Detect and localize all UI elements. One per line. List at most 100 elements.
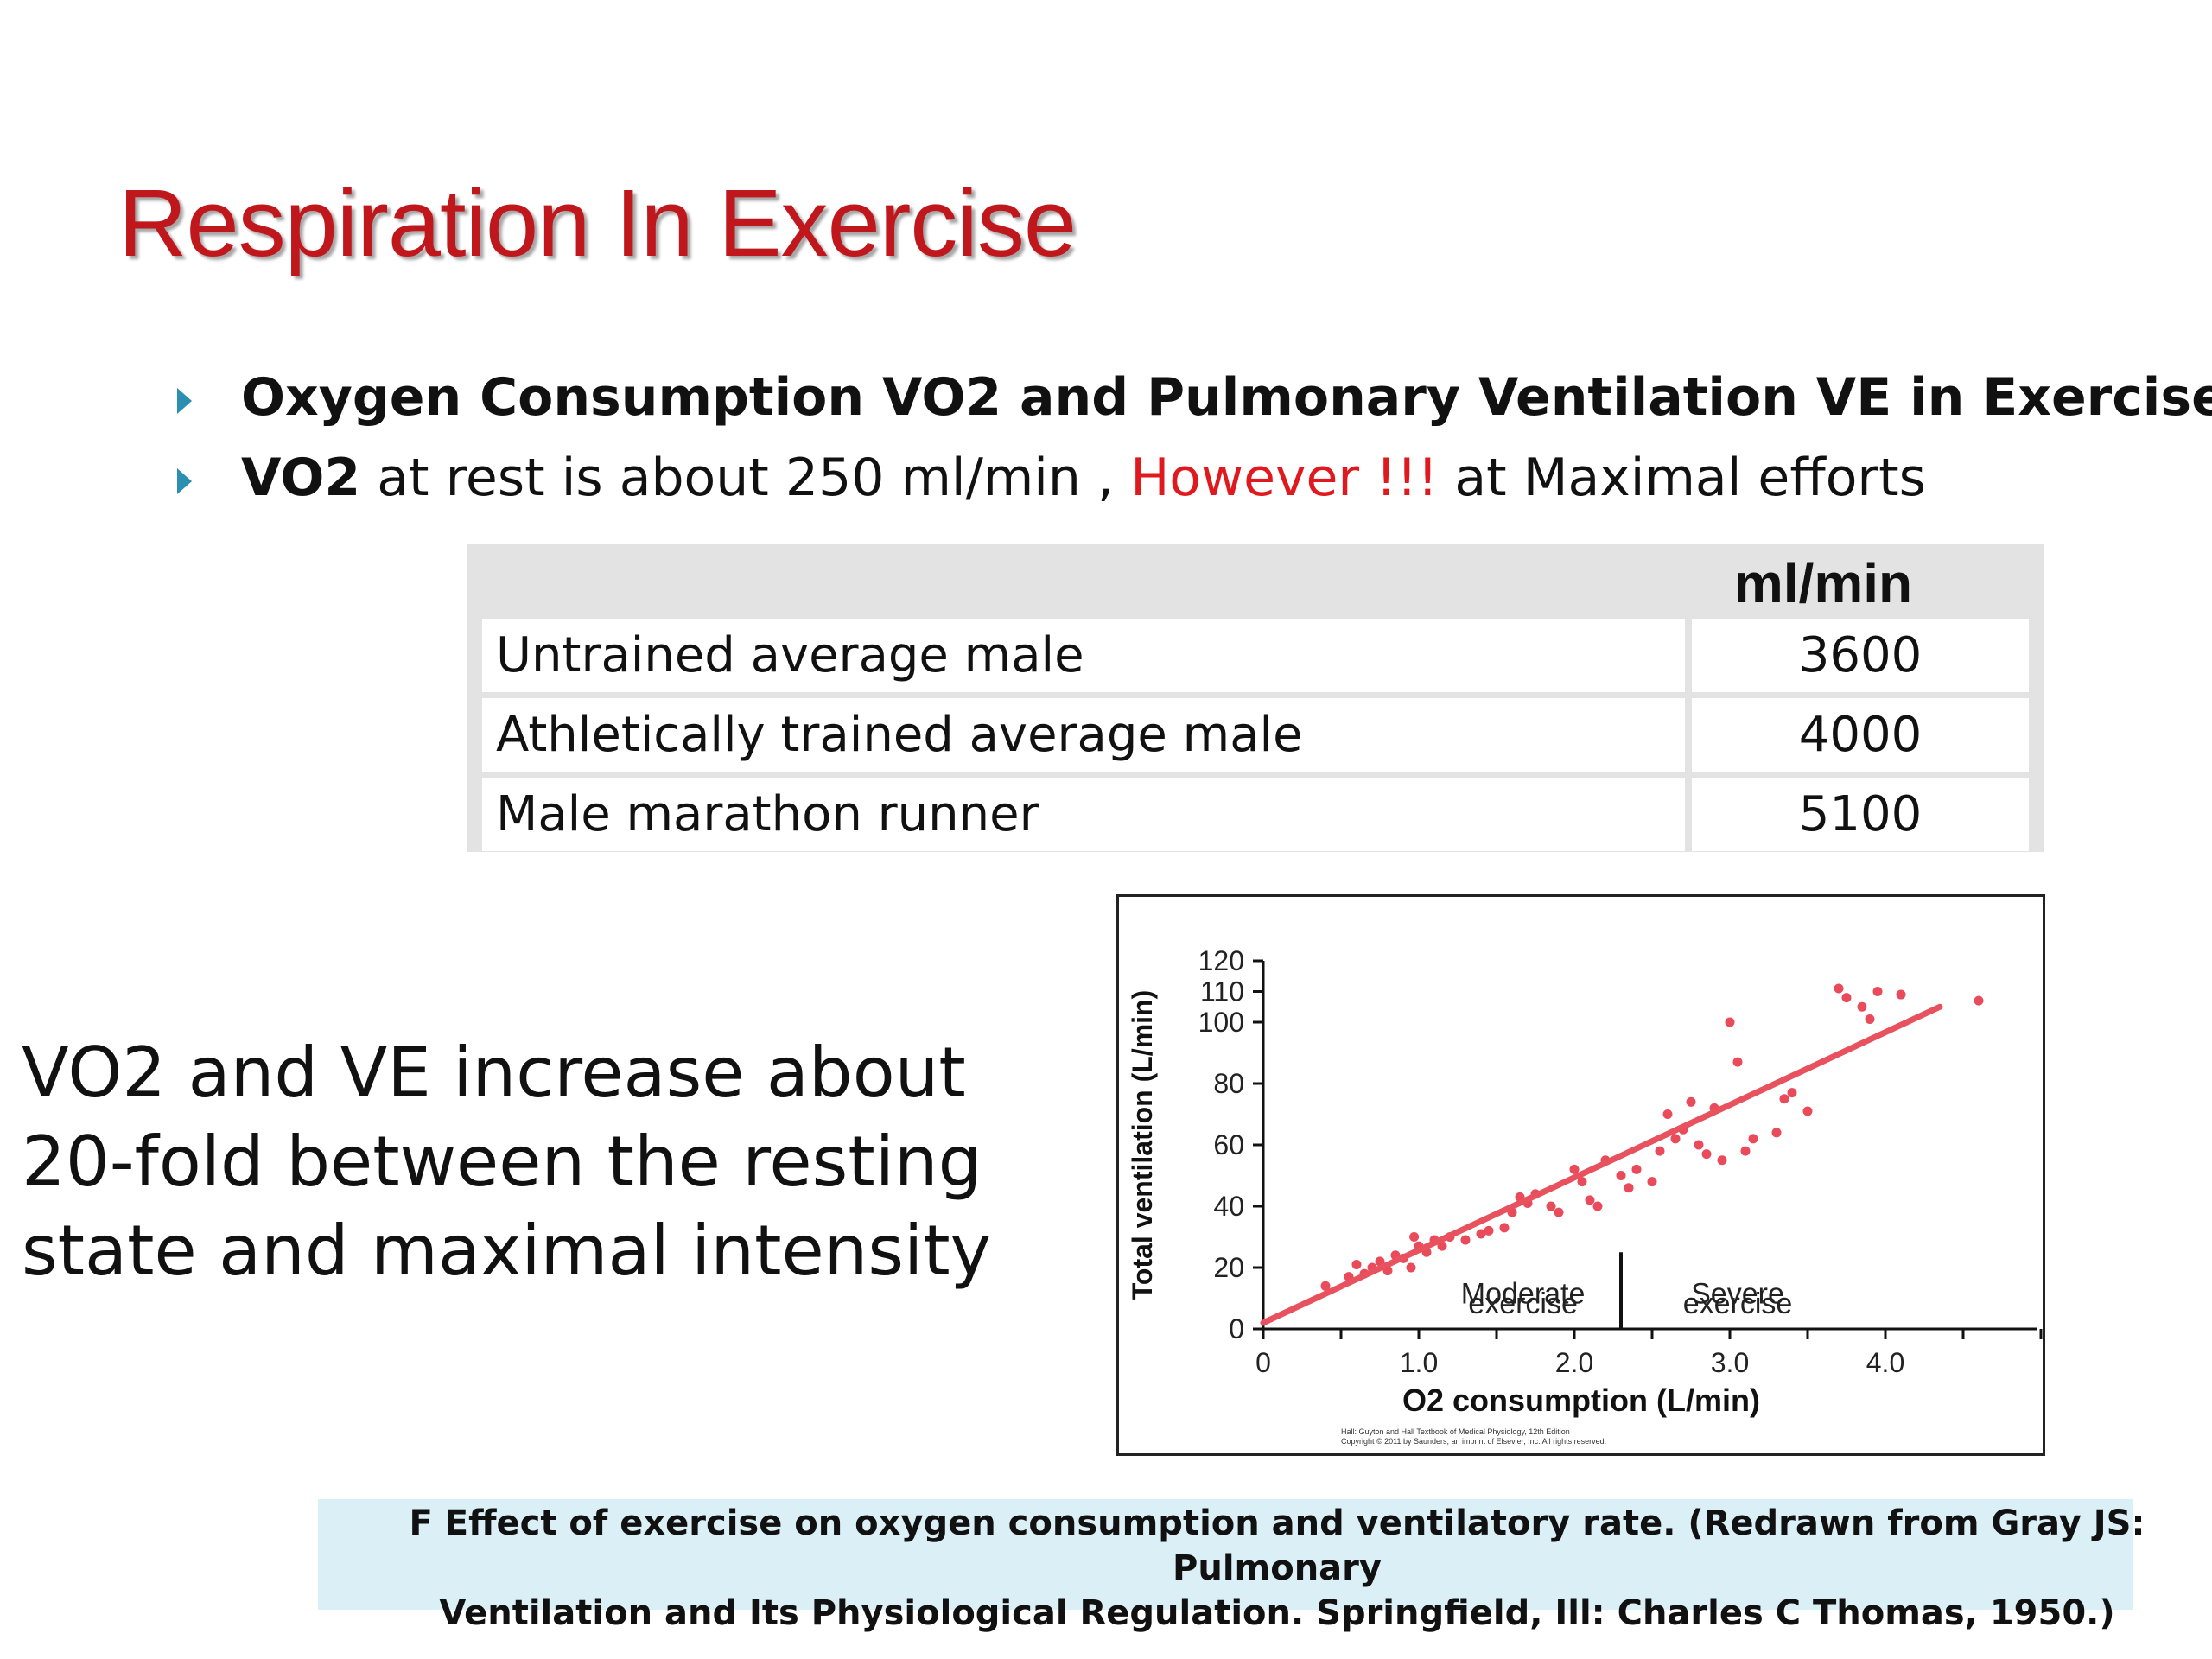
summary-line-1: VO2 and VE increase about xyxy=(22,1028,991,1117)
table-cell-label: Athletically trained average male xyxy=(482,698,1685,772)
trend-line xyxy=(1260,1003,1943,1326)
data-point xyxy=(1351,1259,1362,1269)
summary-text: VO2 and VE increase about 20-fold betwee… xyxy=(22,1028,991,1295)
data-point xyxy=(1592,1201,1603,1211)
data-point xyxy=(1732,1057,1743,1067)
table-row: Male marathon runner 5100 xyxy=(482,778,2029,851)
ve-term: VE xyxy=(340,1033,431,1113)
bullet-suffix-text: at Maximal efforts xyxy=(1438,448,1926,508)
x-tick-label: 3.0 xyxy=(1711,1347,1749,1378)
data-point xyxy=(1670,1134,1681,1144)
slide-title: Respiration In Exercise xyxy=(118,170,1077,276)
data-point xyxy=(1546,1201,1556,1211)
summary-connector: and xyxy=(166,1033,340,1113)
x-tick-label: 2.0 xyxy=(1555,1347,1593,1378)
y-axis-label: Total ventilation (L/min) xyxy=(1127,990,1158,1300)
vo2-term: VO2 xyxy=(22,1033,167,1113)
data-point xyxy=(1484,1225,1494,1236)
data-point xyxy=(1740,1146,1751,1156)
table-row: Untrained average male 3600 xyxy=(482,619,2029,692)
bullet-text: VO2 at rest is about 250 ml/min , Howeve… xyxy=(241,448,1926,508)
data-point xyxy=(1437,1241,1447,1251)
y-tick-label: 110 xyxy=(1200,976,1244,1007)
data-point xyxy=(1624,1183,1634,1193)
data-point xyxy=(1554,1207,1564,1217)
data-point xyxy=(1717,1155,1727,1166)
ventilation-scatter-chart: 0 20 40 60 80 100 110 120 0 1.0 2.0 3.0 4.0 O2 consu… xyxy=(1116,894,2045,1456)
table-cell-label: Untrained average male xyxy=(482,619,1685,692)
highlight-text: However !!! xyxy=(1130,448,1439,508)
data-point xyxy=(1577,1177,1587,1187)
table-row: Athletically trained average male 4000 xyxy=(482,698,2029,772)
table-cell-value: 3600 xyxy=(1692,619,2029,692)
x-tick-label: 0 xyxy=(1255,1347,1271,1378)
table-cell-value: 4000 xyxy=(1692,698,2029,772)
data-point xyxy=(1655,1146,1665,1156)
data-point xyxy=(1320,1281,1331,1291)
caption-line-1: F Effect of exercise on oxygen consumpti… xyxy=(409,1503,2145,1588)
vo2-label: VO2 xyxy=(241,448,361,508)
data-point xyxy=(1779,1094,1789,1104)
y-tick-label: 100 xyxy=(1198,1007,1244,1038)
y-tick-label: 40 xyxy=(1213,1191,1244,1222)
y-tick-label: 0 xyxy=(1229,1313,1244,1344)
caption-line-2: Ventilation and Its Physiological Regula… xyxy=(439,1593,2115,1633)
summary-rest: increase about xyxy=(430,1033,966,1113)
x-tick-label: 1.0 xyxy=(1400,1347,1438,1378)
data-point xyxy=(1834,983,1844,994)
data-point xyxy=(1662,1109,1673,1119)
data-point xyxy=(1725,1017,1735,1027)
vo2-max-table: ml/min Untrained average male 3600 Athle… xyxy=(467,544,2044,852)
data-point xyxy=(1647,1177,1657,1187)
x-tick-label: 4.0 xyxy=(1866,1347,1904,1378)
data-point xyxy=(1771,1128,1782,1138)
x-axis-label: O2 consumption (L/min) xyxy=(1402,1382,1760,1418)
data-point xyxy=(1865,1014,1875,1024)
data-point xyxy=(1569,1164,1580,1174)
severe-label: exercise xyxy=(1683,1287,1793,1320)
table-cell-value: 5100 xyxy=(1692,778,2029,851)
data-point xyxy=(1409,1232,1420,1242)
data-point xyxy=(1787,1088,1797,1098)
bullet-arrow-icon xyxy=(177,388,192,414)
data-point xyxy=(1585,1195,1595,1205)
severe-label: Severe xyxy=(1691,1278,1784,1311)
data-point xyxy=(1974,995,1984,1006)
table-header-unit: ml/min xyxy=(1733,552,1913,614)
data-point xyxy=(1701,1149,1712,1160)
bullet-middle-text: at rest is about 250 ml/min , xyxy=(360,448,1131,508)
bullet-text: Oxygen Consumption VO2 and Pulmonary Ven… xyxy=(241,367,2212,428)
chart-trend xyxy=(1260,1003,1943,1326)
data-point xyxy=(1857,1001,1867,1012)
y-tick-label: 60 xyxy=(1213,1129,1244,1160)
data-point xyxy=(1686,1096,1696,1107)
data-point xyxy=(1460,1235,1471,1245)
data-point xyxy=(1748,1134,1758,1144)
source-note: Copyright © 2011 by Saunders, an imprint… xyxy=(1341,1437,1606,1446)
data-point xyxy=(1476,1229,1486,1239)
data-point xyxy=(1694,1140,1704,1150)
bullet-arrow-icon xyxy=(177,468,192,494)
data-point xyxy=(1631,1164,1642,1174)
data-point xyxy=(1406,1262,1416,1273)
figure-caption: F Effect of exercise on oxygen consumpti… xyxy=(318,1499,2145,1633)
data-point xyxy=(1872,987,1883,996)
data-point xyxy=(1499,1223,1510,1233)
moderate-label: exercise xyxy=(1468,1287,1578,1320)
summary-line-3: state and maximal intensity xyxy=(22,1211,991,1291)
data-point xyxy=(1841,993,1852,1003)
data-point xyxy=(1896,989,1906,1000)
moderate-label: Moderate xyxy=(1461,1278,1586,1311)
data-point xyxy=(1802,1106,1813,1116)
summary-line-2: 20-fold between the resting xyxy=(22,1122,982,1202)
caption-text: F Effect of exercise on oxygen consumpti… xyxy=(378,1501,2176,1636)
y-tick-label: 80 xyxy=(1213,1068,1244,1099)
y-tick-label: 120 xyxy=(1198,945,1244,976)
source-note: Hall: Guyton and Hall Textbook of Medica… xyxy=(1341,1427,1570,1436)
y-tick-label: 20 xyxy=(1213,1252,1244,1283)
chart-points xyxy=(1320,983,1984,1291)
data-point xyxy=(1616,1171,1626,1180)
chart-labels: O2 consumption (L/min) Total ventilation … xyxy=(1127,990,1792,1446)
